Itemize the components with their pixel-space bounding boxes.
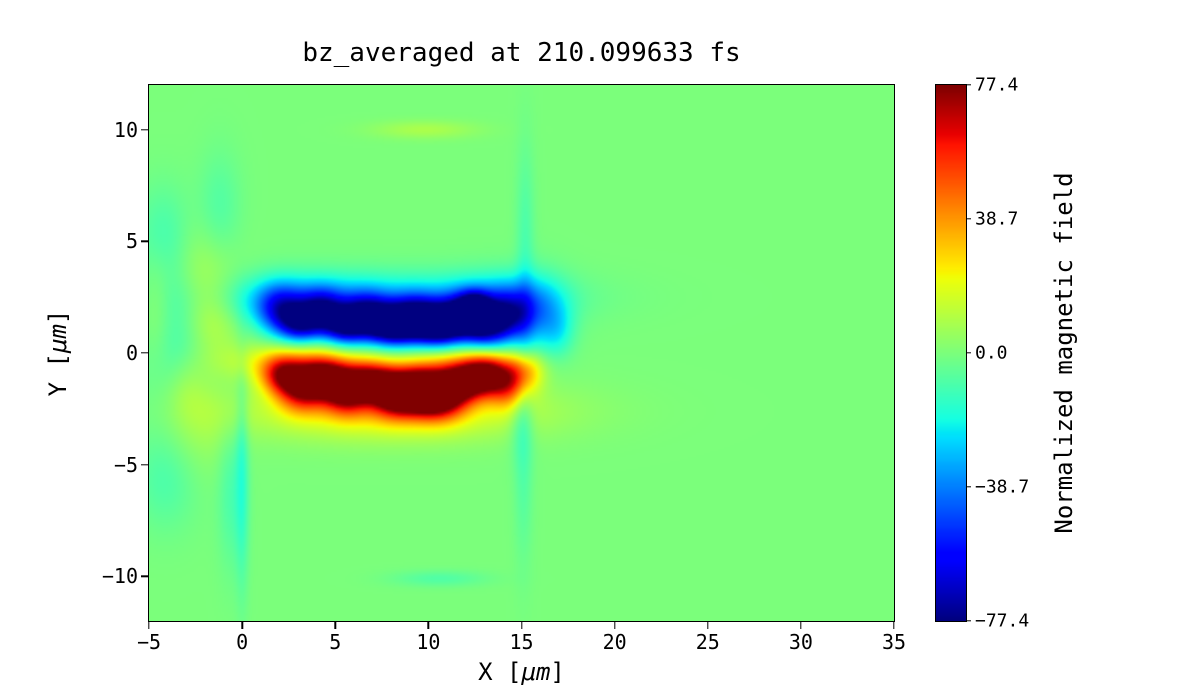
plot-title: bz_averaged at 210.099633 fs bbox=[302, 38, 741, 68]
y-tick-label: 0 bbox=[125, 341, 138, 365]
y-tick-label: 5 bbox=[125, 229, 138, 254]
x-tick-mark bbox=[148, 622, 150, 629]
y-axis-label-close: ] bbox=[44, 309, 72, 325]
y-tick-mark bbox=[141, 575, 148, 578]
colorbar-tick-mark bbox=[966, 486, 971, 488]
x-tick-mark bbox=[893, 622, 895, 629]
x-tick-label: 10 bbox=[416, 630, 441, 654]
x-tick-mark bbox=[800, 622, 802, 629]
x-axis-unit: μm bbox=[521, 658, 551, 686]
colorbar-gradient bbox=[936, 85, 966, 621]
x-axis-label-close: ] bbox=[550, 658, 565, 686]
x-tick-mark bbox=[707, 622, 709, 629]
colorbar-tick-mark bbox=[966, 218, 971, 220]
colorbar: 77.4 38.7 0.0 −38.7 −77.4 bbox=[935, 75, 1029, 632]
colorbar-tick-mark bbox=[966, 84, 971, 86]
colorbar-tick-mark bbox=[966, 620, 971, 622]
x-tick-mark bbox=[241, 622, 243, 629]
colorbar-tick-label: −77.4 bbox=[975, 610, 1030, 632]
x-tick-mark bbox=[613, 622, 616, 629]
y-tick-mark bbox=[141, 128, 148, 131]
y-tick-mark bbox=[141, 352, 148, 354]
x-tick-label: 25 bbox=[695, 630, 720, 654]
colorbar-tick-mark bbox=[966, 352, 971, 354]
colorbar-label: Normalized magnetic field bbox=[1050, 172, 1078, 534]
x-tick-label: 5 bbox=[329, 630, 342, 654]
colorbar-tick-label: 38.7 bbox=[975, 208, 1019, 230]
x-axis-label: X [μm] bbox=[148, 658, 895, 686]
colorbar-tick-label: 77.4 bbox=[975, 74, 1019, 96]
y-tick-label: −5 bbox=[113, 452, 138, 477]
heatmap-canvas bbox=[149, 85, 894, 621]
y-tick-label: 10 bbox=[113, 117, 138, 142]
x-tick-label: 15 bbox=[509, 630, 534, 654]
x-tick-label: 30 bbox=[788, 630, 813, 654]
x-tick-mark bbox=[334, 622, 336, 629]
x-tick-label: 35 bbox=[881, 630, 907, 654]
y-axis-label-text: Y [ bbox=[44, 353, 72, 397]
x-tick-label: 20 bbox=[602, 630, 627, 654]
y-tick-label: −10 bbox=[101, 564, 138, 589]
colorbar-tick-label: −38.7 bbox=[975, 476, 1030, 498]
y-axis-unit: μm bbox=[44, 324, 72, 353]
x-tick-label: 0 bbox=[236, 630, 249, 654]
x-tick-mark bbox=[520, 622, 523, 629]
x-axis-label-text: X [ bbox=[478, 658, 522, 686]
colorbar-tick-label: 0.0 bbox=[975, 342, 1008, 364]
plot-area: −5 0 5 10 15 20 25 30 35 10 5 0 −5 −10 bbox=[102, 84, 906, 654]
y-tick-mark bbox=[141, 463, 148, 466]
y-tick-mark bbox=[141, 240, 148, 243]
y-axis-label: Y [μm] bbox=[44, 310, 72, 397]
x-tick-mark bbox=[427, 622, 430, 629]
x-tick-label: −5 bbox=[136, 630, 162, 654]
